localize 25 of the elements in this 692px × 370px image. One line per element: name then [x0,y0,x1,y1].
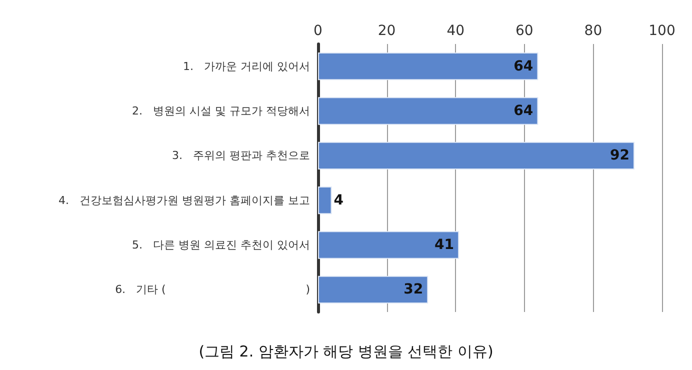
bar [318,276,428,304]
text: (그림 2. 암환자가 해당 병원을 선택한 이유) [198,342,494,360]
data-label: 64 [514,103,534,119]
data-label: 32 [404,282,424,298]
x-tick-label: 80 [584,23,602,39]
y-tick-label: 3. 주위의 평판과 추천으로 [172,149,310,162]
bar [318,142,634,170]
y-tick-label: 4. 건강보험심사평가원 병원평가 홈페이지를 보고 [58,194,310,207]
x-tick-label: 60 [515,23,534,39]
x-tick-label: 0 [314,23,322,39]
data-label: 41 [434,237,454,253]
bar [318,186,332,214]
x-tick-label: 100 [648,23,676,39]
y-tick-label: 2. 병원의 시설 및 규모가 적당해서 [132,104,310,118]
x-tick-label: 40 [446,23,465,39]
y-tick-label: 1. 가까운 거리에 있어서 [183,60,310,73]
bar [318,231,460,259]
y-tick-label: 5. 다른 병원 의료진 추천이 있어서 [132,238,310,252]
data-label: 64 [514,58,534,74]
bar [318,97,538,125]
data-label: 4 [334,192,344,208]
y-tick-label: 6. 기타 ( ) [115,283,310,296]
x-tick-label: 20 [378,23,396,39]
bar [318,52,538,80]
data-label: 92 [610,148,630,164]
